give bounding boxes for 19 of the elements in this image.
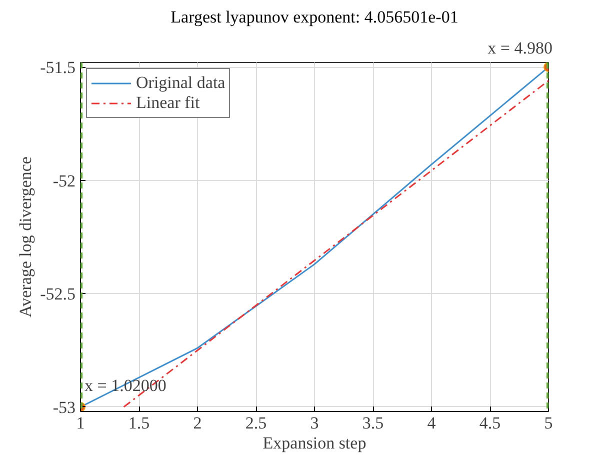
x-tick-label: 3.5	[362, 414, 384, 432]
x-tick-label: 5	[544, 414, 553, 432]
y-tick-label: -51.5	[40, 58, 76, 78]
chart-title: Largest lyapunov exponent: 4.056501e-01	[170, 8, 458, 26]
text: x = 4.980	[488, 38, 553, 58]
y-tick-label: -52	[52, 171, 76, 190]
x-tick-label: 4	[427, 414, 436, 432]
y-tick-label: -52.5	[40, 284, 76, 304]
x-tick-label: 1	[76, 414, 85, 432]
x-tick-label: 2	[193, 414, 202, 432]
x-tick-label: 3	[310, 414, 319, 432]
x-tick-label: 1.5	[128, 414, 150, 432]
x-tick-label: 4.5	[479, 414, 501, 432]
y-axis-title: Average log divergence	[16, 156, 36, 318]
x-axis-title: Expansion step	[262, 434, 366, 452]
x-tick-label: 2.5	[245, 414, 267, 432]
legend-label: Original data	[136, 73, 226, 93]
legend-label: Linear fit	[136, 93, 200, 113]
y-tick-label: -53	[52, 398, 76, 417]
